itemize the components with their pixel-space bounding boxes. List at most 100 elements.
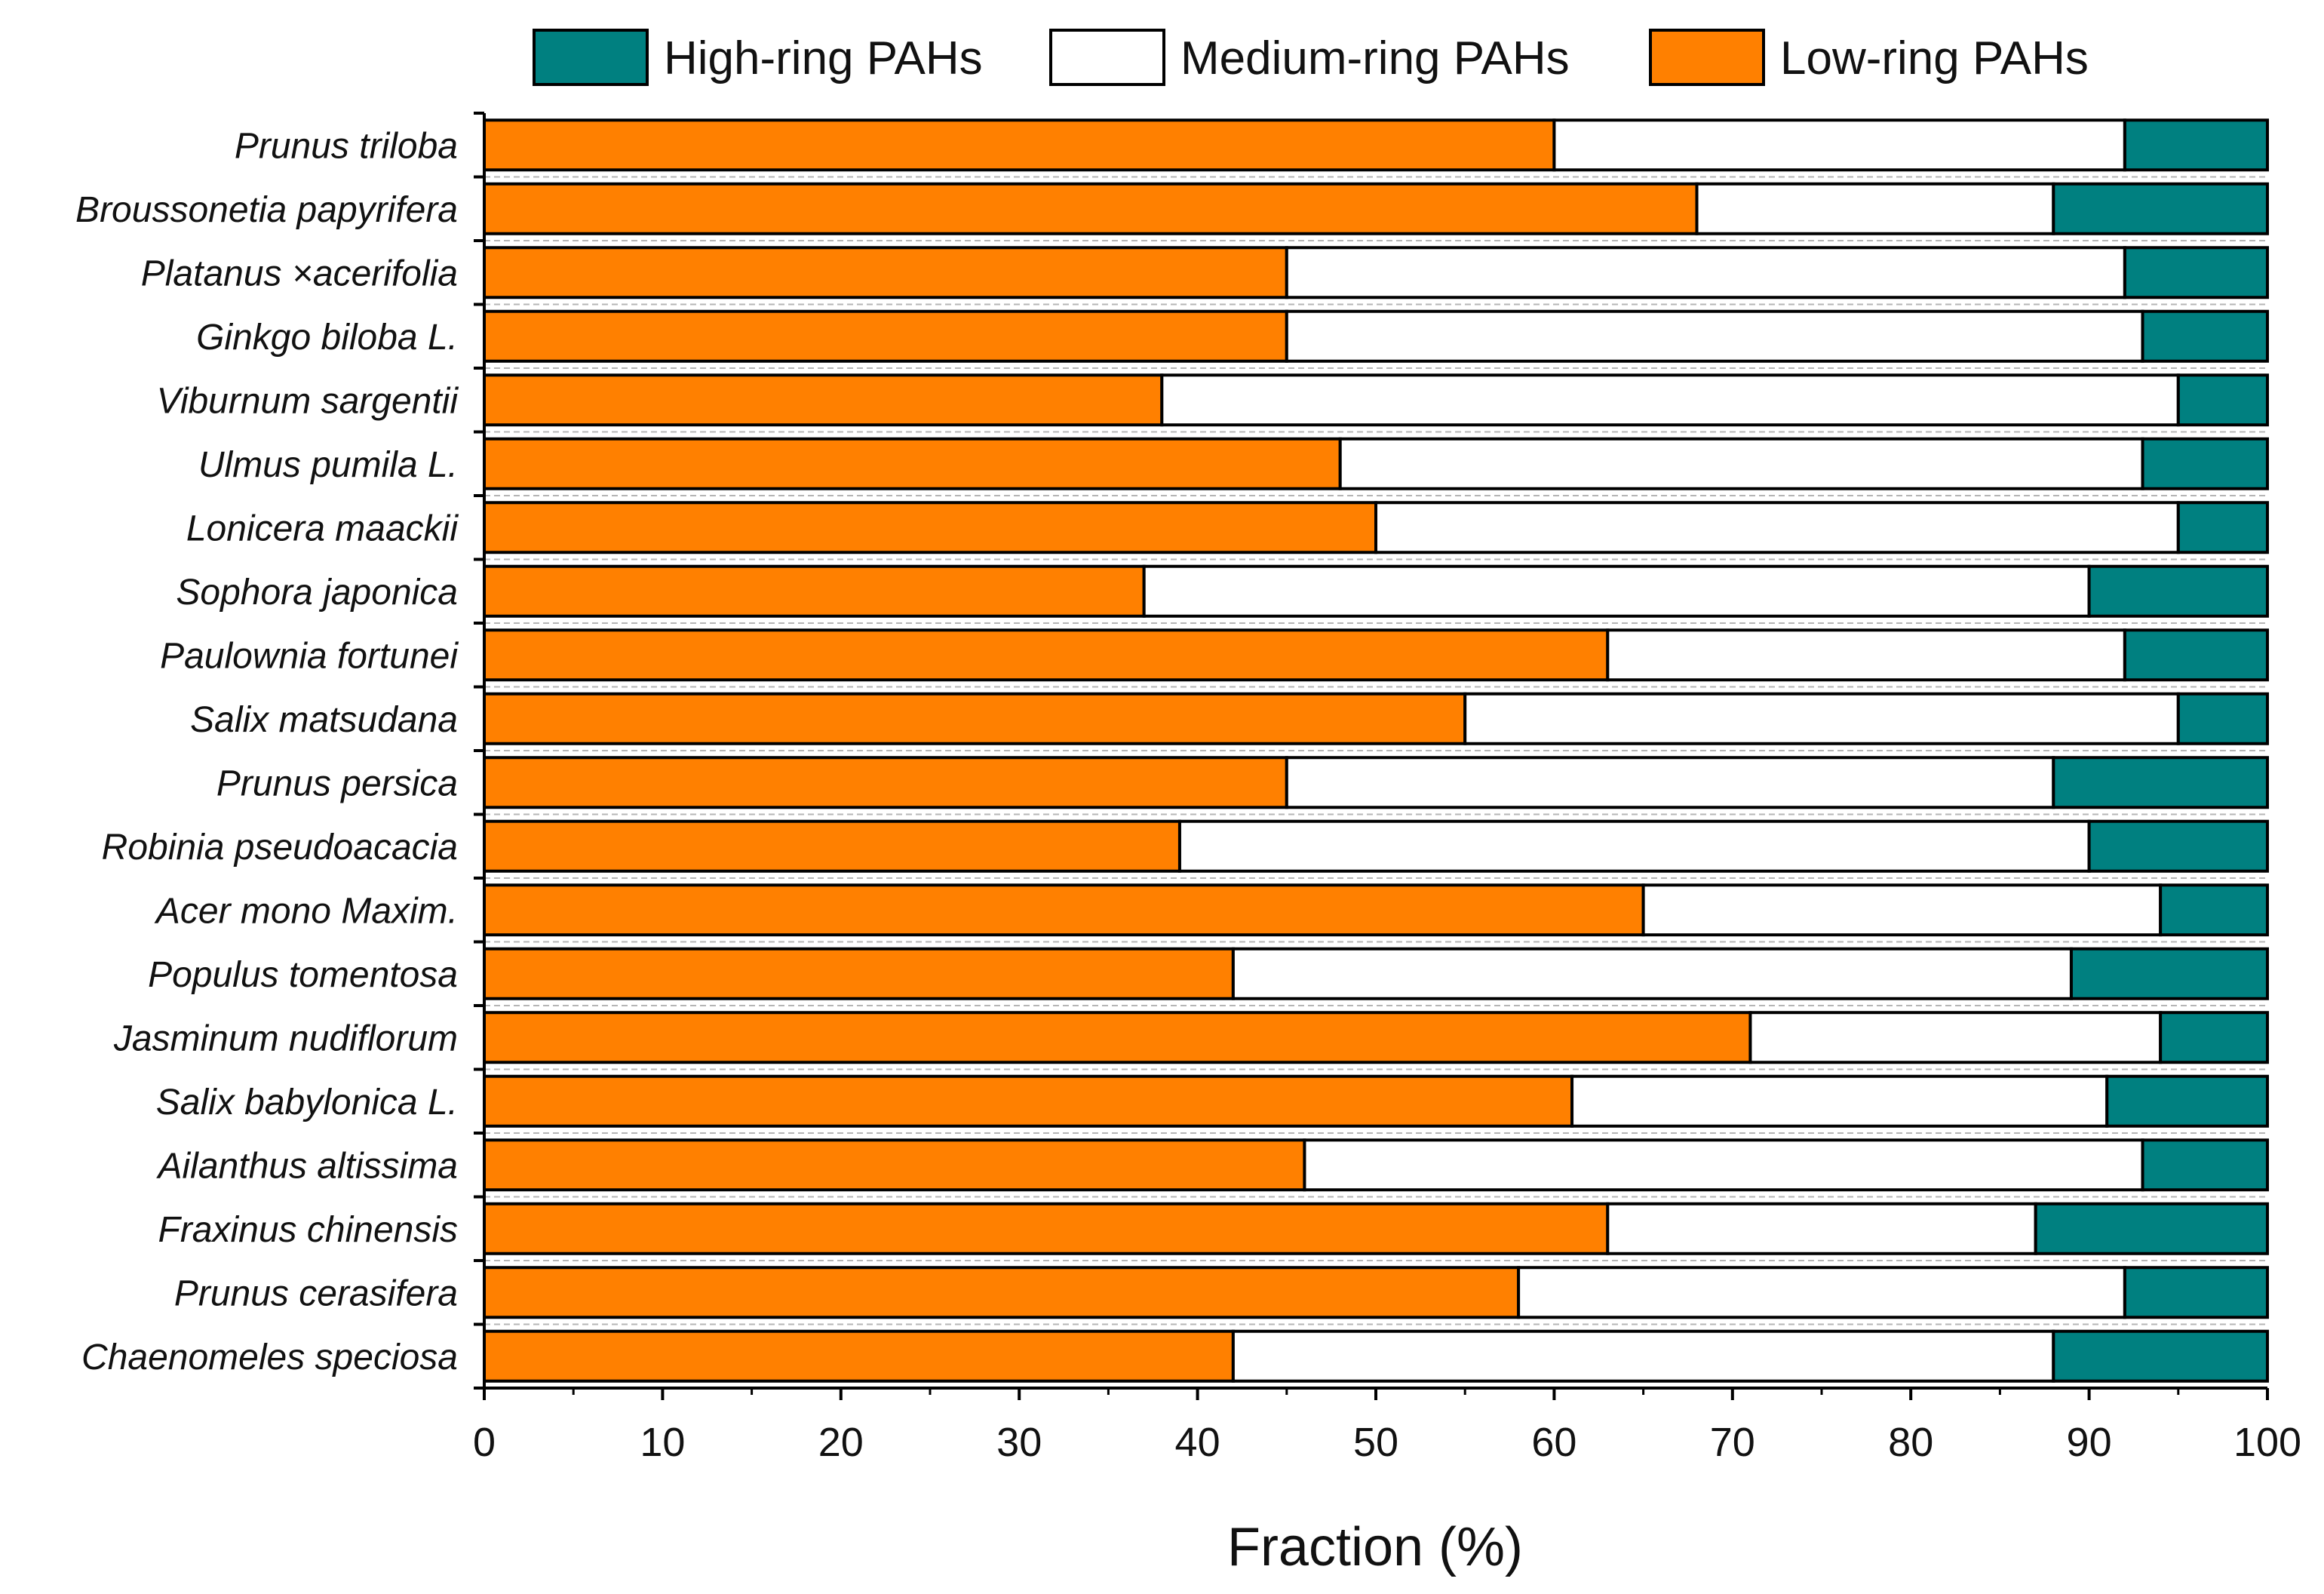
bar-high-ring-pahs-prunus-triloba [2123,118,2269,172]
x-tick-label: 30 [996,1420,1042,1465]
x-tick-label: 10 [640,1420,685,1465]
bar-low-ring-pahs-chaenomeles-speciosa [483,1329,1235,1383]
bar-high-ring-pahs-paulownia-fortunei [2123,628,2269,682]
bar-medium-ring-pahs-platanus-acerifolia [1285,246,2126,299]
bar-medium-ring-pahs-fraxinus-chinensis [1606,1202,2037,1255]
bar-low-ring-pahs-salix-matsudana [483,692,1467,745]
bar-medium-ring-pahs-lonicera-maackii [1374,501,2180,554]
bar-medium-ring-pahs-prunus-cerasifera [1517,1266,2126,1319]
category-label: Jasminum nudiflorum [113,1018,458,1058]
bar-medium-ring-pahs-sophora-japonica [1142,564,2091,618]
bars [483,118,2270,1383]
category-label: Fraxinus chinensis [158,1210,459,1250]
bar-high-ring-pahs-fraxinus-chinensis [2034,1202,2269,1255]
bar-medium-ring-pahs-acer-mono-maxim [1641,883,2163,937]
bar-low-ring-pahs-ailanthus-altissima [483,1138,1306,1192]
category-label: Broussonetia papyrifera [75,190,458,230]
category-label: Salix matsudana [190,700,458,740]
bar-high-ring-pahs-sophora-japonica [2087,564,2270,618]
bar-medium-ring-pahs-ginkgo-biloba-l [1285,309,2144,363]
bar-low-ring-pahs-ginkgo-biloba-l [483,309,1288,363]
bar-low-ring-pahs-sophora-japonica [483,564,1146,618]
category-label: Viburnum sargentii [157,381,459,421]
bar-high-ring-pahs-lonicera-maackii [2176,501,2270,554]
bar-medium-ring-pahs-chaenomeles-speciosa [1231,1329,2055,1383]
bar-high-ring-pahs-prunus-cerasifera [2123,1266,2269,1319]
bar-high-ring-pahs-populus-tomentosa [2069,947,2269,1000]
bar-high-ring-pahs-salix-babylonica-l [2105,1074,2269,1128]
legend-label-low-ring-pahs: Low-ring PAHs [1780,32,2089,84]
category-labels: Prunus triloba Broussonetia papyrifera Pla… [75,126,459,1377]
legend-swatch-medium-ring-pahs [1049,29,1165,86]
category-label: Acer mono Maxim. [154,891,458,931]
bar-high-ring-pahs-jasminum-nudiflorum [2159,1011,2269,1064]
x-axis-title: Fraction (%) [1227,1517,1523,1577]
category-label: Chaenomeles speciosa [81,1338,458,1377]
bar-medium-ring-pahs-broussonetia-papyrifera [1695,182,2055,235]
bar-low-ring-pahs-acer-mono-maxim [483,883,1645,937]
bar-high-ring-pahs-prunus-persica [2052,756,2270,809]
x-tick-label: 80 [1888,1420,1933,1465]
bar-low-ring-pahs-broussonetia-papyrifera [483,182,1699,235]
bar-low-ring-pahs-viburnum-sargentii [483,373,1164,427]
bar-low-ring-pahs-prunus-persica [483,756,1288,809]
bar-high-ring-pahs-viburnum-sargentii [2176,373,2270,427]
x-tick-label: 50 [1353,1420,1398,1465]
category-label: Platanus ×acerifolia [141,253,458,293]
legend-swatch-high-ring-pahs [533,29,649,86]
bar-high-ring-pahs-acer-mono-maxim [2159,883,2269,937]
bar-low-ring-pahs-prunus-cerasifera [483,1266,1521,1319]
bar-medium-ring-pahs-viburnum-sargentii [1160,373,2180,427]
category-label: Robinia pseudoacacia [102,828,458,868]
bar-medium-ring-pahs-robinia-pseudoacacia [1177,819,2091,873]
bar-high-ring-pahs-ulmus-pumila-l [2141,437,2270,490]
bar-high-ring-pahs-salix-matsudana [2176,692,2270,745]
bar-medium-ring-pahs-ailanthus-altissima [1303,1138,2144,1192]
bar-low-ring-pahs-ulmus-pumila-l [483,437,1342,490]
category-label: Sophora japonica [176,573,458,613]
category-label: Prunus triloba [235,126,458,166]
bar-medium-ring-pahs-ulmus-pumila-l [1338,437,2144,490]
x-tick-label: 100 [2233,1420,2301,1465]
category-label: Prunus persica [216,763,458,803]
category-label: Ailanthus altissima [156,1146,459,1186]
bar-medium-ring-pahs-salix-matsudana [1463,692,2180,745]
bar-low-ring-pahs-lonicera-maackii [483,501,1377,554]
bar-low-ring-pahs-prunus-triloba [483,118,1556,172]
bar-low-ring-pahs-fraxinus-chinensis [483,1202,1610,1255]
bar-medium-ring-pahs-populus-tomentosa [1231,947,2073,1000]
bar-high-ring-pahs-ailanthus-altissima [2141,1138,2270,1192]
legend-swatch-low-ring-pahs [1649,29,1765,86]
bar-low-ring-pahs-platanus-acerifolia [483,246,1288,299]
category-label: Populus tomentosa [148,955,458,995]
bar-high-ring-pahs-platanus-acerifolia [2123,246,2269,299]
bar-medium-ring-pahs-paulownia-fortunei [1606,628,2126,682]
bar-medium-ring-pahs-salix-babylonica-l [1570,1074,2109,1128]
bar-medium-ring-pahs-prunus-persica [1285,756,2055,809]
legend-label-high-ring-pahs: High-ring PAHs [664,32,983,84]
row-separators [484,176,2267,1325]
category-label: Ulmus pumila L. [198,445,458,485]
x-tick-label: 70 [1710,1420,1755,1465]
bar-medium-ring-pahs-jasminum-nudiflorum [1748,1011,2163,1064]
bar-medium-ring-pahs-prunus-triloba [1552,118,2126,172]
legend: High-ring PAHs Medium-ring PAHs Low-ring P… [533,29,2089,86]
x-tick-label: 90 [2067,1420,2112,1465]
bar-low-ring-pahs-salix-babylonica-l [483,1074,1574,1128]
x-tick-label: 20 [818,1420,864,1465]
bar-high-ring-pahs-ginkgo-biloba-l [2141,309,2270,363]
x-tick-label: 0 [473,1420,496,1465]
category-label: Ginkgo biloba L. [196,318,458,358]
bar-low-ring-pahs-jasminum-nudiflorum [483,1011,1752,1064]
x-tick-label: 60 [1531,1420,1576,1465]
bar-low-ring-pahs-robinia-pseudoacacia [483,819,1181,873]
bar-high-ring-pahs-broussonetia-papyrifera [2052,182,2270,235]
bar-low-ring-pahs-populus-tomentosa [483,947,1235,1000]
legend-label-medium-ring-pahs: Medium-ring PAHs [1180,32,1570,84]
axes: 0 10 20 30 40 50 60 70 80 90 100 [473,112,2301,1465]
category-label: Prunus cerasifera [174,1273,458,1313]
category-label: Salix babylonica L. [156,1083,458,1123]
x-tick-label: 40 [1175,1420,1220,1465]
